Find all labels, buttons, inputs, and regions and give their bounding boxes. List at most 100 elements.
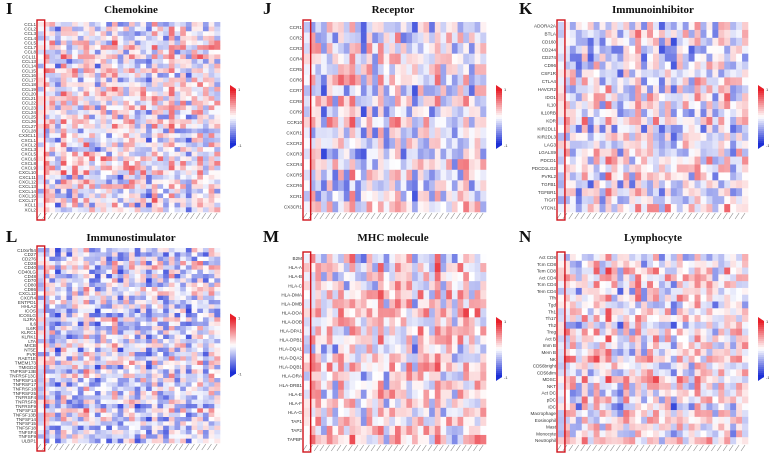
heatmap-cell [60, 438, 67, 444]
heatmap-cell [77, 198, 84, 204]
heatmap-cell [180, 430, 187, 435]
heatmap-cell [343, 43, 350, 54]
heatmap-cell [185, 26, 192, 32]
heatmap-cell [191, 317, 198, 322]
heatmap-cell [355, 180, 362, 192]
heatmap-cell [423, 299, 430, 309]
heatmap-cell [174, 274, 181, 279]
heatmap-cell [463, 326, 470, 336]
heatmap-cell [111, 352, 118, 357]
heatmap-cell [180, 291, 187, 296]
heatmap-cell [66, 188, 73, 194]
heatmap-cell [66, 165, 73, 171]
heatmap-cell [77, 352, 84, 357]
column-tick [59, 443, 64, 451]
heatmap-cell [480, 263, 487, 273]
heatmap-cell [94, 356, 101, 361]
heatmap-cell [635, 172, 642, 181]
heatmap-cell [72, 295, 79, 301]
colorbar-step [230, 143, 236, 146]
panel-k: K ImmunoinhibitorADORA2ABTLACD160CD244CD2… [519, 0, 769, 221]
heatmap-cell [309, 362, 316, 372]
heatmap-cell [605, 77, 612, 86]
heatmap-cell [412, 380, 419, 391]
heatmap-cell [214, 278, 221, 283]
heatmap-cell [343, 85, 350, 97]
heatmap-cell [83, 369, 90, 374]
heatmap-cell [174, 300, 181, 305]
heatmap-cell [617, 188, 624, 197]
heatmap-cell [43, 304, 50, 309]
heatmap-cell [38, 26, 44, 32]
heatmap-cell [349, 380, 356, 391]
heatmap-cell [700, 85, 707, 94]
heatmap-cell [129, 59, 135, 64]
heatmap-cell [366, 353, 373, 363]
heatmap-cell [429, 127, 436, 139]
column-tick [734, 212, 740, 220]
heatmap-cell [140, 282, 147, 288]
heatmap-cell [208, 49, 215, 55]
heatmap-cell [100, 198, 107, 204]
heatmap-cell [100, 343, 107, 348]
heatmap-cell [180, 91, 187, 97]
heatmap-cell [372, 371, 379, 381]
heatmap-cell [168, 265, 175, 270]
heatmap-cell [389, 32, 396, 44]
heatmap-cell [38, 352, 44, 357]
heatmap-cell [406, 190, 413, 202]
heatmap-cell [111, 91, 118, 97]
heatmap-cell [191, 412, 198, 418]
heatmap-cell [77, 425, 84, 431]
heatmap-cell [180, 198, 187, 204]
heatmap-cell [575, 93, 583, 102]
heatmap-cell [163, 151, 170, 157]
heatmap-cell [134, 151, 141, 157]
heatmap-cell [694, 196, 701, 205]
heatmap-cell [360, 74, 367, 86]
heatmap-cell [49, 54, 56, 60]
heatmap-cell [191, 86, 198, 92]
heatmap-cell [163, 170, 170, 176]
heatmap-cell [664, 22, 672, 31]
heatmap-cell [623, 37, 630, 47]
heatmap-cell [89, 248, 96, 253]
heatmap-cell [326, 138, 333, 149]
heatmap-cell [140, 91, 147, 97]
heatmap-cell [94, 395, 101, 400]
heatmap-cell [163, 161, 170, 166]
heatmap-cell [208, 256, 215, 262]
heatmap-cell [581, 69, 588, 78]
heatmap-cell [43, 123, 50, 129]
heatmap-cell [66, 399, 73, 405]
heatmap-cell [72, 304, 79, 309]
heatmap-cell [72, 408, 79, 413]
heatmap-cell [117, 378, 124, 383]
heatmap-cell [174, 119, 181, 125]
heatmap-cell [718, 164, 725, 173]
heatmap-cell [412, 64, 419, 76]
heatmap-cell [326, 190, 333, 202]
heatmap-cell [412, 190, 419, 202]
heatmap-cell [140, 287, 147, 292]
heatmap-cell [117, 26, 124, 32]
heatmap-cell [315, 263, 322, 273]
heatmap-cell [360, 263, 367, 273]
column-tick [622, 212, 627, 220]
heatmap-cell [77, 295, 84, 301]
row-label: CXCL11 [19, 175, 36, 180]
heatmap-cell [123, 347, 130, 353]
heatmap-cell [123, 438, 130, 444]
heatmap-cell [123, 287, 130, 292]
heatmap-cell [117, 151, 124, 157]
heatmap-cell [372, 53, 379, 65]
heatmap-cell [123, 352, 130, 357]
row-label: CCR3 [289, 46, 302, 51]
heatmap-cell [111, 147, 118, 153]
heatmap-cell [100, 174, 107, 180]
heatmap-cell [355, 299, 362, 309]
heatmap-cell [100, 142, 107, 148]
heatmap-cell [94, 119, 101, 125]
heatmap-cell [163, 31, 170, 37]
row-label: TGFBR1 [538, 190, 557, 195]
